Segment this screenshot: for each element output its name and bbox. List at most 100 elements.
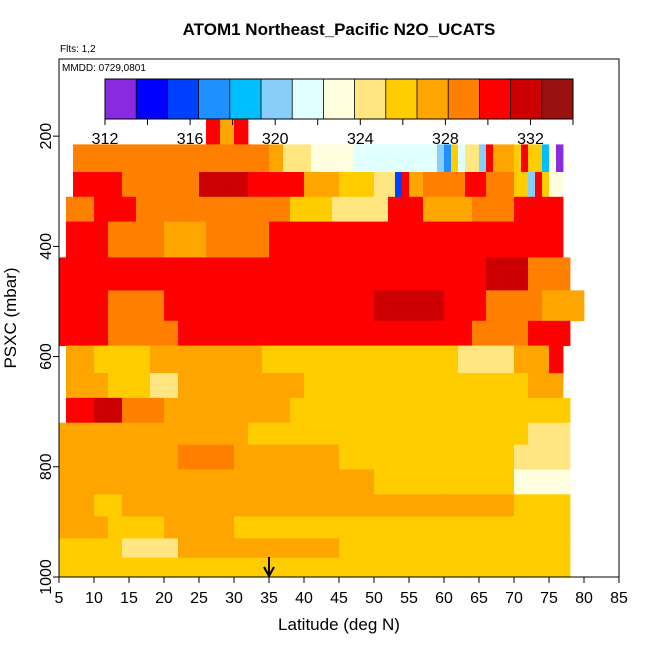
heatmap-cell <box>199 172 249 198</box>
heatmap-cell <box>486 144 494 173</box>
heatmap-cell <box>108 444 179 470</box>
heatmap-cell <box>94 538 123 559</box>
heatmap-cell <box>94 196 137 222</box>
heatmap-cell <box>59 538 95 559</box>
heatmap-cell <box>59 557 95 578</box>
colorbar-swatch <box>167 79 199 119</box>
heatmap-cell <box>108 290 165 322</box>
heatmap-cell <box>500 397 543 424</box>
heatmap-cell <box>374 345 459 374</box>
heatmap-cell <box>458 422 529 446</box>
heatmap-cell <box>178 320 235 346</box>
heatmap-cell <box>521 144 529 173</box>
heatmap-cell <box>528 422 571 446</box>
heatmap-cell <box>234 494 340 517</box>
latitude-marker-arrow <box>263 557 275 579</box>
y-tick-label: 200 <box>38 123 55 150</box>
heatmap-cell <box>353 144 438 173</box>
heatmap-cell <box>234 444 340 470</box>
heatmap-cell <box>73 172 123 198</box>
heatmap-cell <box>269 469 375 495</box>
heatmap-cell <box>94 397 123 424</box>
colorbar-swatch <box>229 79 262 119</box>
heatmap-cell <box>73 144 165 173</box>
heatmap-cell <box>514 494 571 517</box>
heatmap-cell <box>108 221 165 258</box>
heatmap-cell <box>332 196 389 222</box>
heatmap-cell <box>409 320 473 346</box>
y-tick-label: 600 <box>38 343 55 370</box>
heatmap-cell <box>486 257 529 291</box>
heatmap-cell <box>220 373 305 399</box>
heatmap-cell <box>94 345 151 374</box>
heatmap-cell <box>409 557 515 578</box>
heatmap-cell <box>290 196 333 222</box>
heatmap-cell <box>304 290 375 322</box>
heatmap-cell <box>59 516 109 539</box>
heatmap-cell <box>178 494 235 517</box>
arrow-head <box>263 566 275 579</box>
heatmap-cell <box>262 345 375 374</box>
heatmap-cell <box>472 196 515 222</box>
heatmap-cell <box>542 172 550 198</box>
heatmap-cell <box>542 397 571 424</box>
heatmap-cell <box>479 221 529 258</box>
heatmap-cell <box>66 373 109 399</box>
x-tick-label: 80 <box>575 590 593 607</box>
heatmap-cell <box>304 172 340 198</box>
heatmap-cell <box>234 320 319 346</box>
heatmap-cell <box>458 345 515 374</box>
heatmap-cell <box>178 538 221 559</box>
heatmap-cell <box>304 257 375 291</box>
colorbar-tick-label: 320 <box>262 131 289 148</box>
colorbar-frame <box>104 78 574 120</box>
colorbar-swatch <box>198 79 231 119</box>
heatmap-cell <box>528 373 564 399</box>
heatmap-cell <box>234 119 249 145</box>
heatmap-cell <box>206 119 221 145</box>
heatmap-cell <box>514 538 571 559</box>
heatmap-cell <box>444 290 487 322</box>
heatmap-cell <box>269 221 340 258</box>
heatmap-cell <box>486 373 529 399</box>
heatmap-cell <box>360 422 459 446</box>
heatmap-cell <box>59 422 109 446</box>
heatmap-cell <box>451 144 459 173</box>
heatmap-cell <box>248 172 305 198</box>
chart-title: ATOM1 Northeast_Pacific N2O_UCATS <box>183 20 496 39</box>
heatmap-cell <box>108 516 165 539</box>
heatmap-cell <box>234 516 340 539</box>
heatmap-cell <box>234 257 305 291</box>
heatmap-cell <box>164 422 249 446</box>
colorbar-swatch <box>354 79 387 119</box>
colorbar-swatch <box>105 79 137 119</box>
flights-label: Flts: 1,2 <box>60 44 96 55</box>
x-tick-label: 75 <box>540 590 558 607</box>
x-tick-label: 25 <box>190 590 208 607</box>
heatmap-cell <box>409 221 480 258</box>
heatmap-cell <box>465 172 487 198</box>
heatmap-cell <box>311 144 354 173</box>
heatmap-cell <box>206 221 270 258</box>
colorbar-tick-label: 328 <box>432 131 459 148</box>
colorbar-swatch <box>385 79 418 119</box>
heatmap-cell <box>164 397 207 424</box>
heatmap-cell <box>395 172 403 198</box>
heatmap-cell <box>528 172 536 198</box>
heatmap-cell <box>108 373 151 399</box>
heatmap-cell <box>220 119 235 145</box>
heatmap-cell <box>444 538 515 559</box>
colorbar-tick-label: 324 <box>347 131 374 148</box>
heatmap-cell <box>514 516 571 539</box>
heatmap-cell <box>150 373 179 399</box>
date-label: MMDD: 0729,0801 <box>62 63 146 74</box>
colorbar-swatch <box>448 79 480 119</box>
colorbar-swatch <box>417 79 449 119</box>
heatmap-cell <box>542 144 550 173</box>
heatmap-cell <box>528 320 571 346</box>
heatmap-cell <box>108 320 179 346</box>
heatmap-cell <box>290 397 410 424</box>
x-tick-label: 10 <box>85 590 103 607</box>
heatmap-cell <box>164 516 235 539</box>
